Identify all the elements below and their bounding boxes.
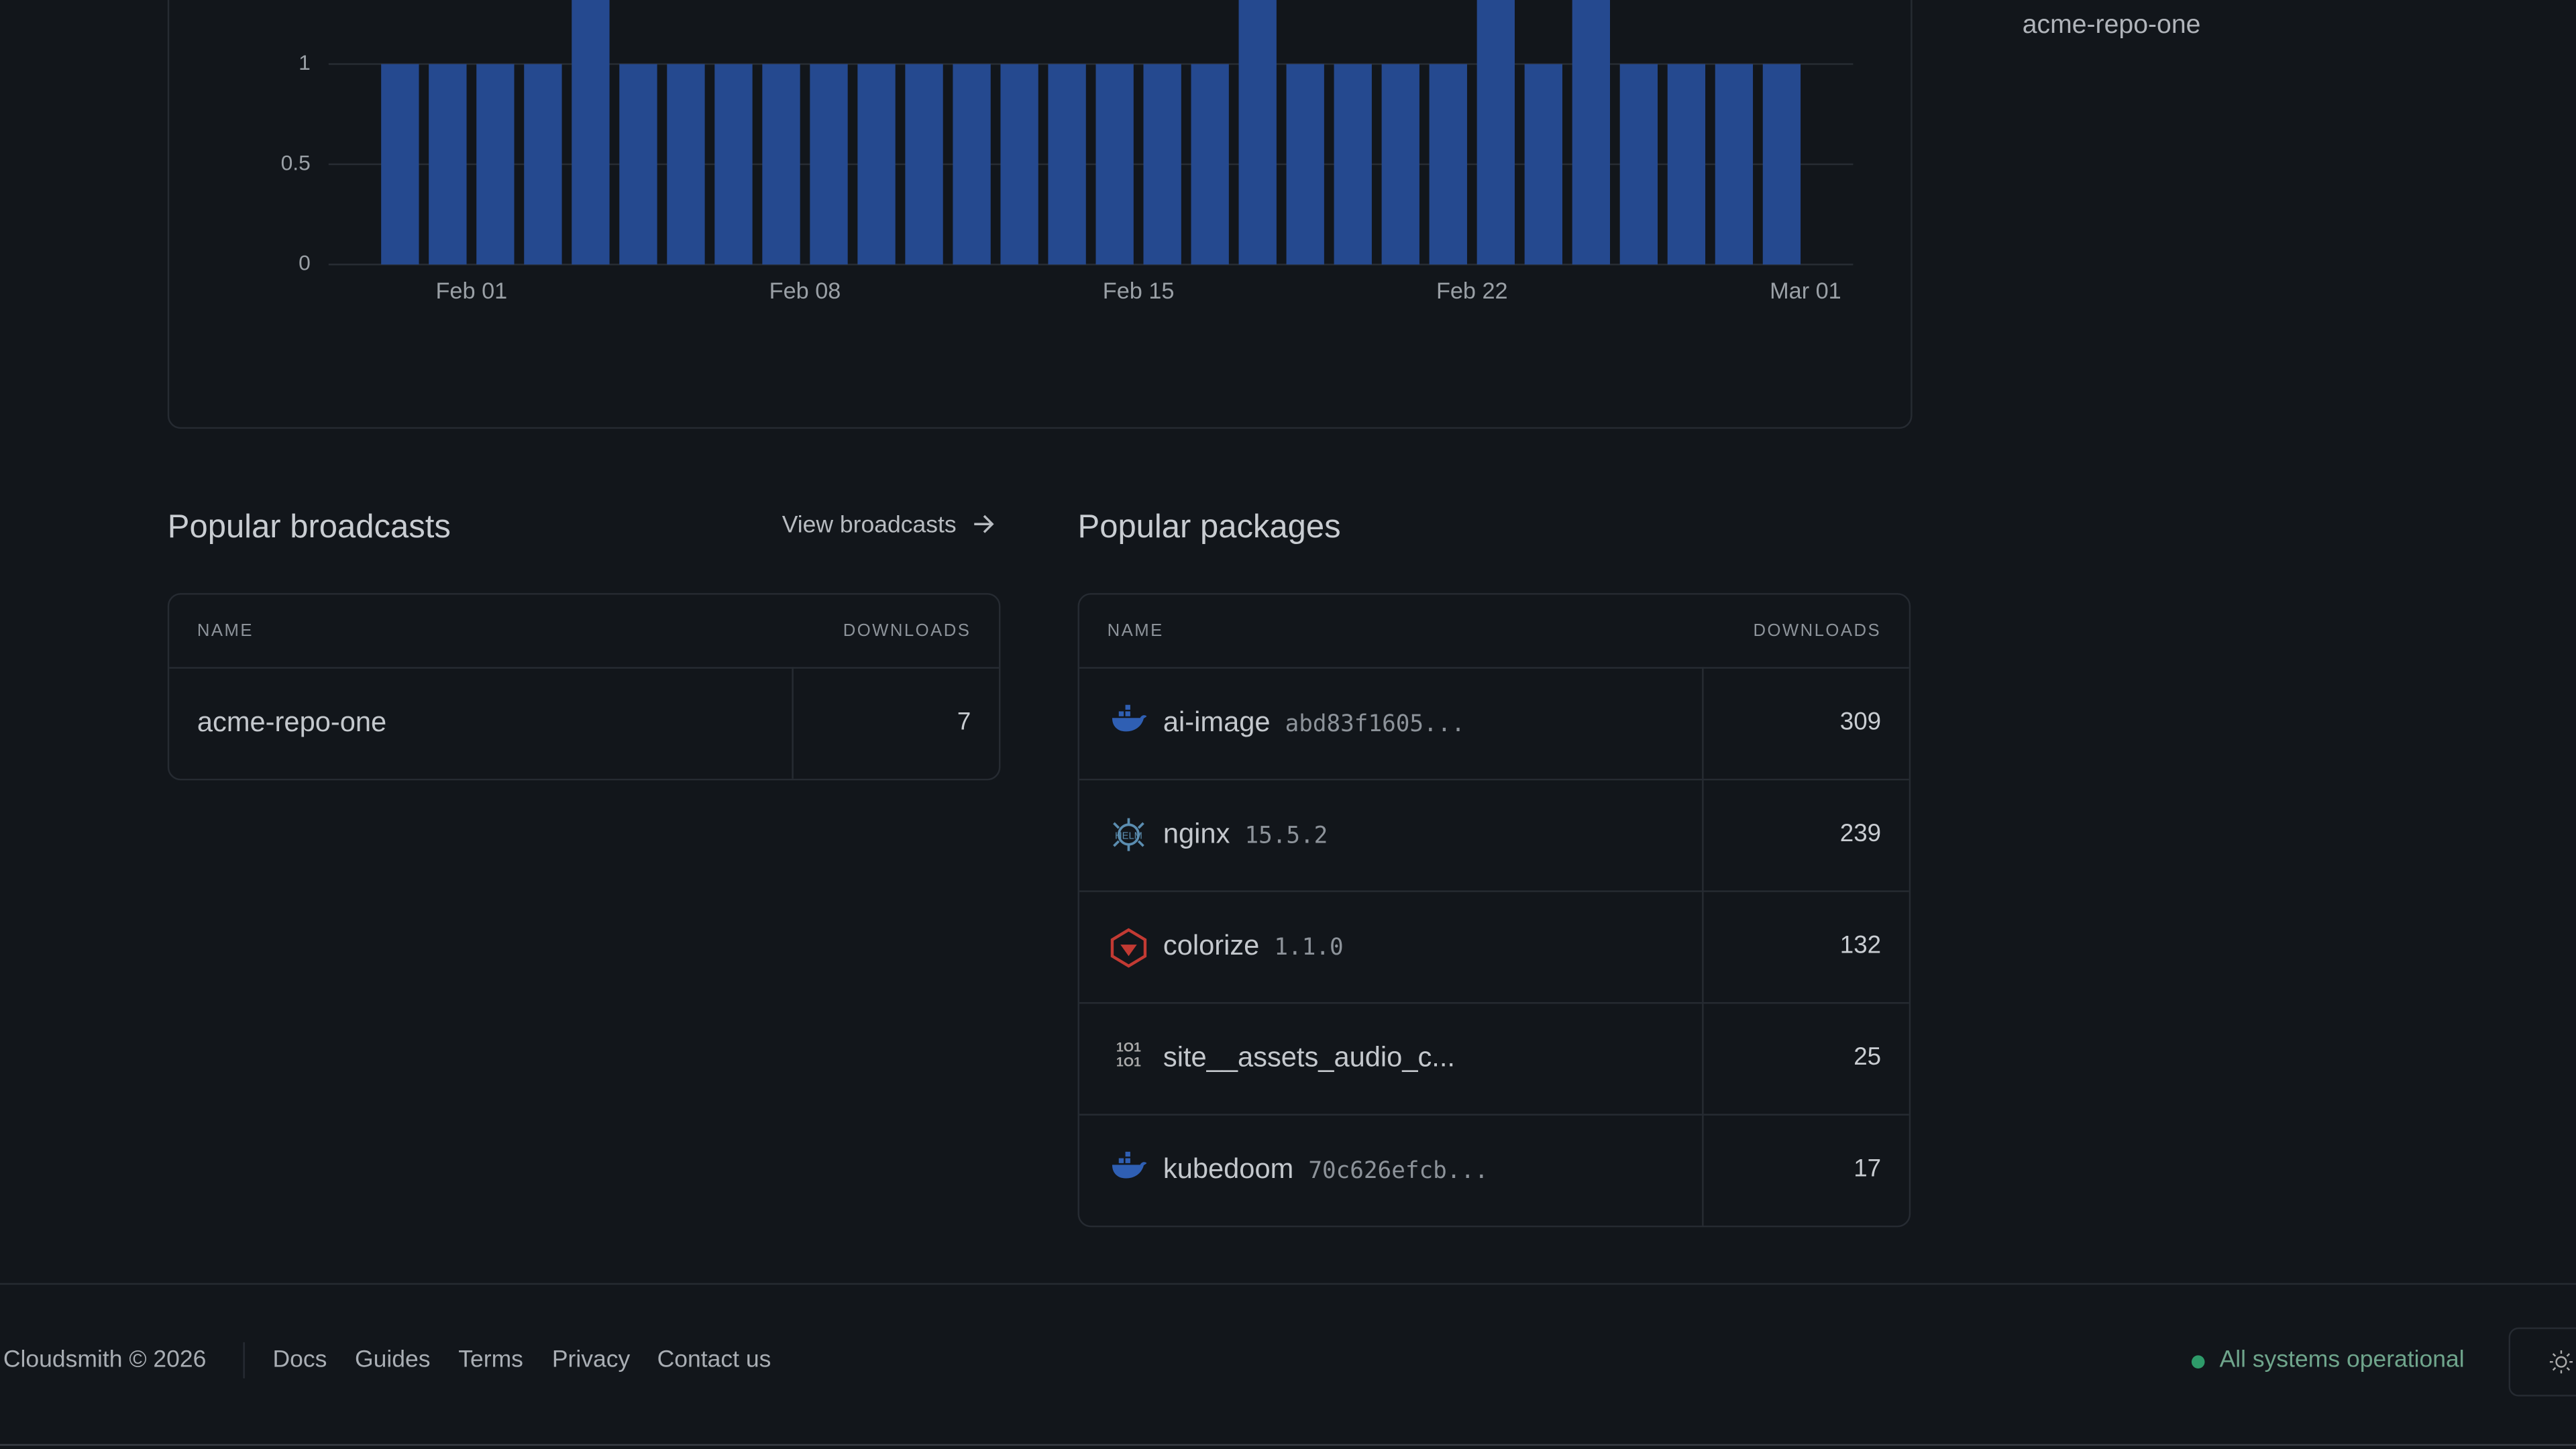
bar xyxy=(953,64,991,265)
downloads: 7 xyxy=(957,708,971,737)
footer-link[interactable]: Docs xyxy=(272,1347,327,1374)
bar xyxy=(857,64,896,265)
ruby-icon xyxy=(1110,928,1147,968)
x-tick-label: Feb 01 xyxy=(436,278,508,304)
footer-link[interactable]: Guides xyxy=(354,1347,431,1374)
downloads: 309 xyxy=(1839,708,1882,737)
downloads: 25 xyxy=(1854,1043,1882,1071)
column-header: DOWNLOADS xyxy=(843,621,971,641)
column-header: NAME xyxy=(1107,621,1164,641)
bar xyxy=(1715,64,1754,265)
bar xyxy=(1238,0,1277,265)
bar xyxy=(1095,64,1134,265)
section-title: Popular packages xyxy=(1077,509,1341,546)
package-icon: HELM xyxy=(1111,816,1147,861)
packages-table: NAME DOWNLOADS ai-image abd83f1605... 309 H… xyxy=(1077,593,1911,1228)
bar xyxy=(524,64,562,265)
broadcast-name[interactable]: acme-repo-one xyxy=(197,706,387,738)
section-title: Popular broadcasts xyxy=(167,509,451,546)
link-text: View broadcasts xyxy=(782,513,957,539)
bar xyxy=(1334,64,1372,265)
bar xyxy=(619,64,657,265)
package-icon xyxy=(1111,704,1147,743)
package-version: abd83f1605... xyxy=(1285,711,1465,738)
package-version: 70c626efcb... xyxy=(1308,1158,1489,1185)
broadcasts-table: NAME DOWNLOADS acme-repo-one 7 xyxy=(167,593,1001,781)
bar xyxy=(762,64,800,265)
bar xyxy=(1429,64,1467,265)
package-name-cell[interactable]: colorize 1.1.0 xyxy=(1163,930,1344,963)
bar xyxy=(1524,64,1562,265)
bar xyxy=(1143,64,1181,265)
footer-link[interactable]: Privacy xyxy=(551,1347,631,1374)
theme-toggle[interactable] xyxy=(2508,1327,2576,1397)
bar xyxy=(1477,0,1515,265)
bar xyxy=(572,0,610,265)
bar xyxy=(810,64,848,265)
package-name-cell[interactable]: nginx 15.5.2 xyxy=(1163,818,1328,851)
arrow-icon xyxy=(974,515,994,533)
view-link[interactable]: View broadcasts xyxy=(782,513,996,539)
y-tick-label: 0.5 xyxy=(281,150,311,174)
bar xyxy=(476,64,515,265)
helm-icon: HELM xyxy=(1113,818,1144,851)
bar xyxy=(1762,64,1801,265)
docker-icon xyxy=(1112,704,1147,732)
x-tick-label: Feb 08 xyxy=(769,278,841,304)
package-version: 15.5.2 xyxy=(1244,822,1328,850)
package-name: colorize xyxy=(1163,930,1260,961)
bar xyxy=(1667,64,1706,265)
sun-icon xyxy=(2549,1350,2573,1374)
bar xyxy=(1619,64,1658,265)
svg-text:1O1: 1O1 xyxy=(1116,1055,1141,1070)
x-tick-label: Mar 01 xyxy=(1770,278,1841,304)
status-dot xyxy=(2191,1355,2205,1369)
bar xyxy=(429,64,467,265)
bar xyxy=(381,64,419,265)
y-tick-label: 1 xyxy=(299,50,311,74)
downloads: 17 xyxy=(1854,1155,1882,1183)
bar xyxy=(1572,0,1611,265)
package-name: kubedoom xyxy=(1163,1153,1294,1185)
svg-text:HELM: HELM xyxy=(1115,830,1142,841)
package-version: 1.1.0 xyxy=(1274,934,1344,961)
chart: 0 0.5 1 Feb 01 Feb 08 Feb 15 Feb 22 Mar 01 xyxy=(281,0,1854,304)
column-header: NAME xyxy=(197,621,254,641)
docker-icon xyxy=(1112,1151,1147,1179)
bar xyxy=(1286,64,1324,265)
package-name-cell[interactable]: site__assets_audio_c... xyxy=(1163,1042,1455,1075)
bar xyxy=(667,64,705,265)
package-name: ai-image xyxy=(1163,706,1271,738)
column-header: DOWNLOADS xyxy=(1753,621,1882,641)
chart-card xyxy=(167,0,1913,429)
bar xyxy=(1000,64,1038,265)
status[interactable]: All systems operational xyxy=(2219,1347,2465,1374)
package-name: nginx xyxy=(1163,818,1230,850)
repo-name[interactable]: acme-repo-one xyxy=(2022,11,2201,40)
bar xyxy=(1381,64,1419,265)
bar xyxy=(714,64,753,265)
package-icon: 1O1 1O1 xyxy=(1111,1040,1147,1077)
package-icon xyxy=(1111,1151,1147,1189)
x-tick-label: Feb 15 xyxy=(1103,278,1175,304)
y-tick-label: 0 xyxy=(299,251,311,275)
bar xyxy=(1191,64,1229,265)
svg-text:1O1: 1O1 xyxy=(1116,1040,1141,1055)
bar xyxy=(1048,64,1086,265)
package-name-cell[interactable]: ai-image abd83f1605... xyxy=(1163,706,1465,739)
bar xyxy=(905,64,943,265)
copyright: Cloudsmith © 2026 xyxy=(3,1347,207,1374)
downloads: 239 xyxy=(1839,820,1882,848)
package-name: site__assets_audio_c... xyxy=(1163,1041,1455,1073)
footer-link[interactable]: Contact us xyxy=(657,1347,771,1374)
package-name-cell[interactable]: kubedoom 70c626efcb... xyxy=(1163,1153,1489,1186)
footer-link[interactable]: Terms xyxy=(458,1347,523,1374)
x-tick-label: Feb 22 xyxy=(1436,278,1508,304)
downloads: 132 xyxy=(1839,931,1882,960)
package-icon xyxy=(1110,928,1147,976)
